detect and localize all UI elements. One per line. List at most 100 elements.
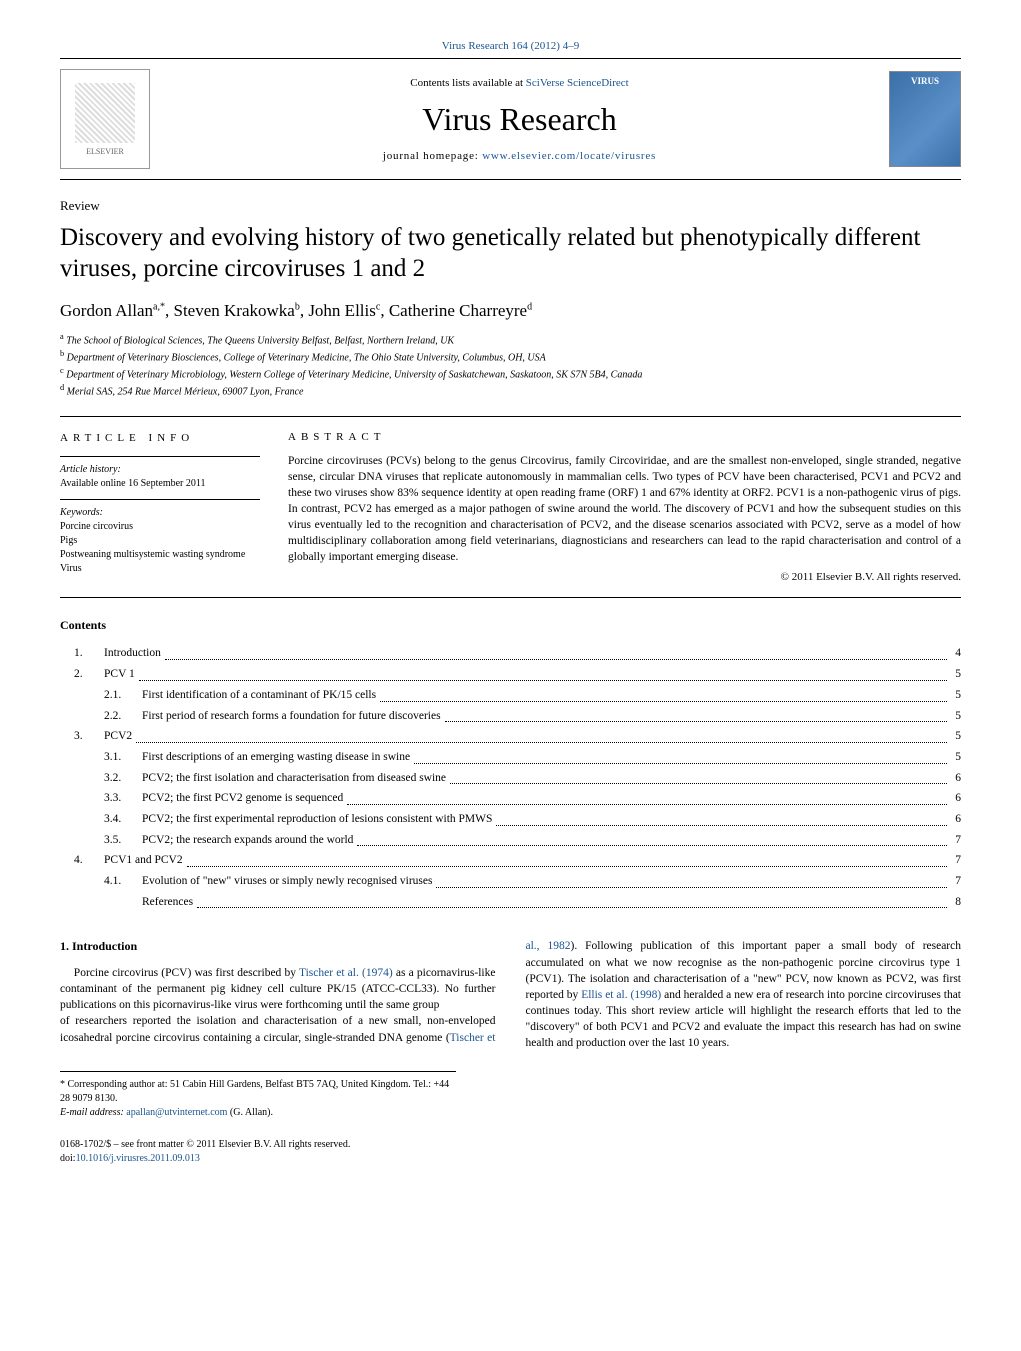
affiliations: a The School of Biological Sciences, The…	[60, 331, 961, 400]
toc-row[interactable]: 2.1. First identification of a contamina…	[60, 685, 961, 706]
elsevier-tree-icon	[75, 83, 135, 143]
toc-page: 5	[951, 706, 961, 727]
masthead: ELSEVIER Contents lists available at Sci…	[60, 59, 961, 179]
citation-tischer-1974[interactable]: Tischer et al. (1974)	[299, 967, 393, 979]
article-info-column: article info Article history: Available …	[60, 431, 260, 584]
keywords-label: Keywords:	[60, 507, 103, 518]
toc-leader-dots	[436, 871, 947, 888]
toc-number: 3.	[74, 726, 90, 747]
doi-line: doi:10.1016/j.virusres.2011.09.013	[60, 1152, 961, 1166]
toc-page: 7	[951, 871, 961, 892]
email-note: E-mail address: apallan@utvinternet.com …	[60, 1106, 456, 1120]
toc-number: 3.2.	[104, 768, 128, 789]
toc-row[interactable]: 2. PCV 1 5	[60, 664, 961, 685]
toc-row[interactable]: References 8	[60, 892, 961, 913]
toc-leader-dots	[165, 643, 947, 660]
toc-page: 7	[951, 830, 961, 851]
info-abstract-block: article info Article history: Available …	[60, 416, 961, 599]
toc-title: PCV 1	[104, 664, 135, 685]
toc-title: Introduction	[104, 643, 161, 664]
history-text: Available online 16 September 2011	[60, 477, 260, 491]
toc-row[interactable]: 3.2. PCV2; the first isolation and chara…	[60, 768, 961, 789]
article-type: Review	[60, 198, 961, 214]
table-of-contents: 1. Introduction 4 2. PCV 1 5 2.1. First …	[60, 643, 961, 912]
toc-row[interactable]: 4.1. Evolution of "new" viruses or simpl…	[60, 871, 961, 892]
toc-number: 3.5.	[104, 830, 128, 851]
publisher-logo-label: ELSEVIER	[86, 147, 124, 156]
citation-ellis-1998[interactable]: Ellis et al. (1998)	[581, 989, 661, 1001]
toc-page: 5	[951, 726, 961, 747]
toc-title: PCV1 and PCV2	[104, 850, 183, 871]
toc-row[interactable]: 3.4. PCV2; the first experimental reprod…	[60, 809, 961, 830]
running-citation-link[interactable]: Virus Research 164 (2012) 4–9	[442, 40, 579, 52]
toc-number: 4.	[74, 850, 90, 871]
footnotes: * Corresponding author at: 51 Cabin Hill…	[60, 1071, 456, 1120]
contents-available-line: Contents lists available at SciVerse Sci…	[150, 77, 889, 89]
toc-title: First descriptions of an emerging wastin…	[142, 747, 410, 768]
author-list: Gordon Allana,*, Steven Krakowkab, John …	[60, 301, 961, 321]
section-1-heading: 1. Introduction	[60, 938, 496, 955]
toc-row[interactable]: 3.1. First descriptions of an emerging w…	[60, 747, 961, 768]
toc-row[interactable]: 2.2. First period of research forms a fo…	[60, 706, 961, 727]
history-label: Article history:	[60, 464, 121, 475]
toc-page: 5	[951, 747, 961, 768]
toc-row[interactable]: 3.3. PCV2; the first PCV2 genome is sequ…	[60, 788, 961, 809]
toc-page: 4	[951, 643, 961, 664]
toc-title: First identification of a contaminant of…	[142, 685, 376, 706]
doi-link[interactable]: 10.1016/j.virusres.2011.09.013	[76, 1153, 200, 1164]
toc-leader-dots	[380, 685, 947, 702]
toc-leader-dots	[139, 664, 947, 681]
running-header: Virus Research 164 (2012) 4–9	[60, 40, 961, 52]
publisher-logo: ELSEVIER	[60, 69, 150, 169]
affiliation: a The School of Biological Sciences, The…	[60, 331, 961, 348]
toc-leader-dots	[496, 809, 947, 826]
body-two-column: 1. Introduction Porcine circovirus (PCV)…	[60, 938, 961, 1051]
contents-heading: Contents	[60, 618, 961, 633]
rule-below-masthead	[60, 179, 961, 180]
toc-title: PCV2; the first PCV2 genome is sequenced	[142, 788, 343, 809]
toc-row[interactable]: 3.5. PCV2; the research expands around t…	[60, 830, 961, 851]
journal-homepage-link[interactable]: www.elsevier.com/locate/virusres	[482, 150, 656, 162]
toc-page: 6	[951, 768, 961, 789]
article-title: Discovery and evolving history of two ge…	[60, 222, 961, 285]
toc-number: 3.1.	[104, 747, 128, 768]
toc-title: First period of research forms a foundat…	[142, 706, 441, 727]
abstract-heading: abstract	[288, 431, 961, 443]
affiliation: b Department of Veterinary Biosciences, …	[60, 348, 961, 365]
toc-number	[104, 892, 128, 913]
toc-title: Evolution of "new" viruses or simply new…	[142, 871, 432, 892]
toc-number: 2.1.	[104, 685, 128, 706]
toc-page: 5	[951, 664, 961, 685]
toc-row[interactable]: 1. Introduction 4	[60, 643, 961, 664]
journal-homepage-line: journal homepage: www.elsevier.com/locat…	[150, 150, 889, 162]
toc-page: 7	[951, 850, 961, 871]
toc-number: 3.4.	[104, 809, 128, 830]
front-matter-line: 0168-1702/$ – see front matter © 2011 El…	[60, 1138, 961, 1152]
toc-leader-dots	[187, 850, 948, 867]
toc-page: 5	[951, 685, 961, 706]
toc-number: 4.1.	[104, 871, 128, 892]
toc-title: References	[142, 892, 193, 913]
toc-number: 2.	[74, 664, 90, 685]
toc-page: 6	[951, 788, 961, 809]
abstract-copyright: © 2011 Elsevier B.V. All rights reserved…	[288, 571, 961, 583]
toc-leader-dots	[197, 892, 947, 909]
toc-title: PCV2; the research expands around the wo…	[142, 830, 353, 851]
sciencedirect-link[interactable]: SciVerse ScienceDirect	[526, 77, 629, 89]
toc-row[interactable]: 3. PCV2 5	[60, 726, 961, 747]
toc-leader-dots	[414, 747, 947, 764]
corresponding-email-link[interactable]: apallan@utvinternet.com	[126, 1107, 227, 1118]
toc-row[interactable]: 4. PCV1 and PCV2 7	[60, 850, 961, 871]
corresponding-author-note: * Corresponding author at: 51 Cabin Hill…	[60, 1078, 456, 1106]
affiliation: d Merial SAS, 254 Rue Marcel Mérieux, 69…	[60, 382, 961, 399]
journal-cover-thumb: VIRUS	[889, 71, 961, 167]
toc-leader-dots	[450, 768, 947, 785]
toc-number: 2.2.	[104, 706, 128, 727]
toc-page: 8	[951, 892, 961, 913]
article-info-heading: article info	[60, 431, 260, 446]
toc-title: PCV2; the first isolation and characteri…	[142, 768, 446, 789]
toc-number: 3.3.	[104, 788, 128, 809]
abstract-column: abstract Porcine circoviruses (PCVs) bel…	[288, 431, 961, 584]
abstract-text: Porcine circoviruses (PCVs) belong to th…	[288, 453, 961, 566]
intro-para-1: Porcine circovirus (PCV) was first descr…	[60, 965, 496, 1013]
